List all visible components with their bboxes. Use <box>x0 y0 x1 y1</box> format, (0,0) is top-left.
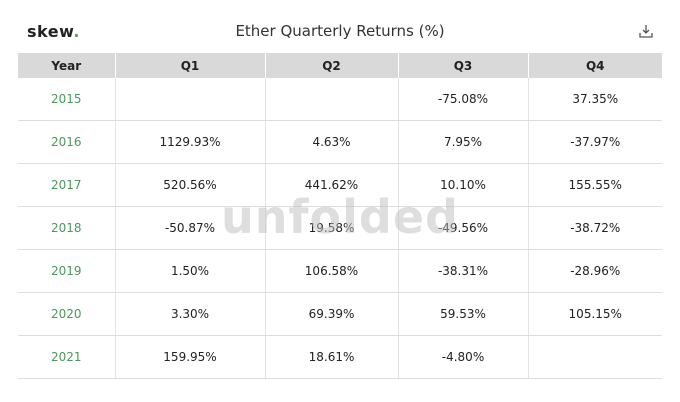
return-cell: 69.39% <box>264 292 398 336</box>
return-cell: -50.87% <box>114 206 265 250</box>
return-cell <box>264 78 398 121</box>
year-cell: 2016 <box>18 120 115 164</box>
column-header: Year <box>18 53 115 78</box>
return-cell: -28.96% <box>527 249 662 293</box>
table-row: 2019 1.50% 106.58% -38.31% -28.96% <box>18 249 662 293</box>
column-header: Q3 <box>397 53 528 78</box>
title: Ether Quarterly Returns (%) <box>235 22 445 40</box>
return-cell: 155.55% <box>527 163 662 207</box>
return-cell: -49.56% <box>397 206 528 250</box>
return-cell: -75.08% <box>397 78 528 121</box>
year-cell: 2015 <box>18 78 115 121</box>
return-cell: 520.56% <box>114 163 265 207</box>
year-cell: 2018 <box>18 206 115 250</box>
year-cell: 2021 <box>18 335 115 379</box>
header-row: Year Q1 Q2 Q3 Q4 <box>18 53 662 78</box>
return-cell: 1129.93% <box>114 120 265 164</box>
return-cell: 19.58% <box>264 206 398 250</box>
return-cell: 441.62% <box>264 163 398 207</box>
return-cell: 1.50% <box>114 249 265 293</box>
return-cell: 106.58% <box>264 249 398 293</box>
column-header: Q1 <box>114 53 265 78</box>
table-row: 2017 520.56% 441.62% 10.10% 155.55% <box>18 163 662 207</box>
year-cell: 2017 <box>18 163 115 207</box>
table-row: 2021 159.95% 18.61% -4.80% <box>18 335 662 379</box>
return-cell: 159.95% <box>114 335 265 379</box>
return-cell: -4.80% <box>397 335 528 379</box>
return-cell: 18.61% <box>264 335 398 379</box>
logo-text: skew <box>27 22 74 41</box>
logo: skew. <box>27 22 80 41</box>
return-cell: 10.10% <box>397 163 528 207</box>
return-cell: 105.15% <box>527 292 662 336</box>
table-body: 2015 -75.08% 37.35% 2016 1129.93% 4.63% 7.95% -… <box>18 78 662 379</box>
year-cell: 2019 <box>18 249 115 293</box>
return-cell <box>114 78 265 121</box>
return-cell: -38.31% <box>397 249 528 293</box>
table-row: 2015 -75.08% 37.35% <box>18 78 662 121</box>
return-cell: 7.95% <box>397 120 528 164</box>
logo-dot: . <box>73 22 80 41</box>
return-cell: 37.35% <box>527 78 662 121</box>
returns-table: Year Q1 Q2 Q3 Q4 2015 -75.08% 37.35% 2016 1129.9… <box>18 53 662 379</box>
return-cell: 4.63% <box>264 120 398 164</box>
table-row: 2020 3.30% 69.39% 59.53% 105.15% <box>18 292 662 336</box>
return-cell: -38.72% <box>527 206 662 250</box>
year-cell: 2020 <box>18 292 115 336</box>
column-header: Q2 <box>264 53 398 78</box>
return-cell <box>527 335 662 379</box>
table-row: 2016 1129.93% 4.63% 7.95% -37.97% <box>18 120 662 164</box>
download-button[interactable] <box>639 24 653 38</box>
column-header: Q4 <box>527 53 662 78</box>
return-cell: 3.30% <box>114 292 265 336</box>
return-cell: 59.53% <box>397 292 528 336</box>
return-cell: -37.97% <box>527 120 662 164</box>
table-row: 2018 -50.87% 19.58% -49.56% -38.72% <box>18 206 662 250</box>
